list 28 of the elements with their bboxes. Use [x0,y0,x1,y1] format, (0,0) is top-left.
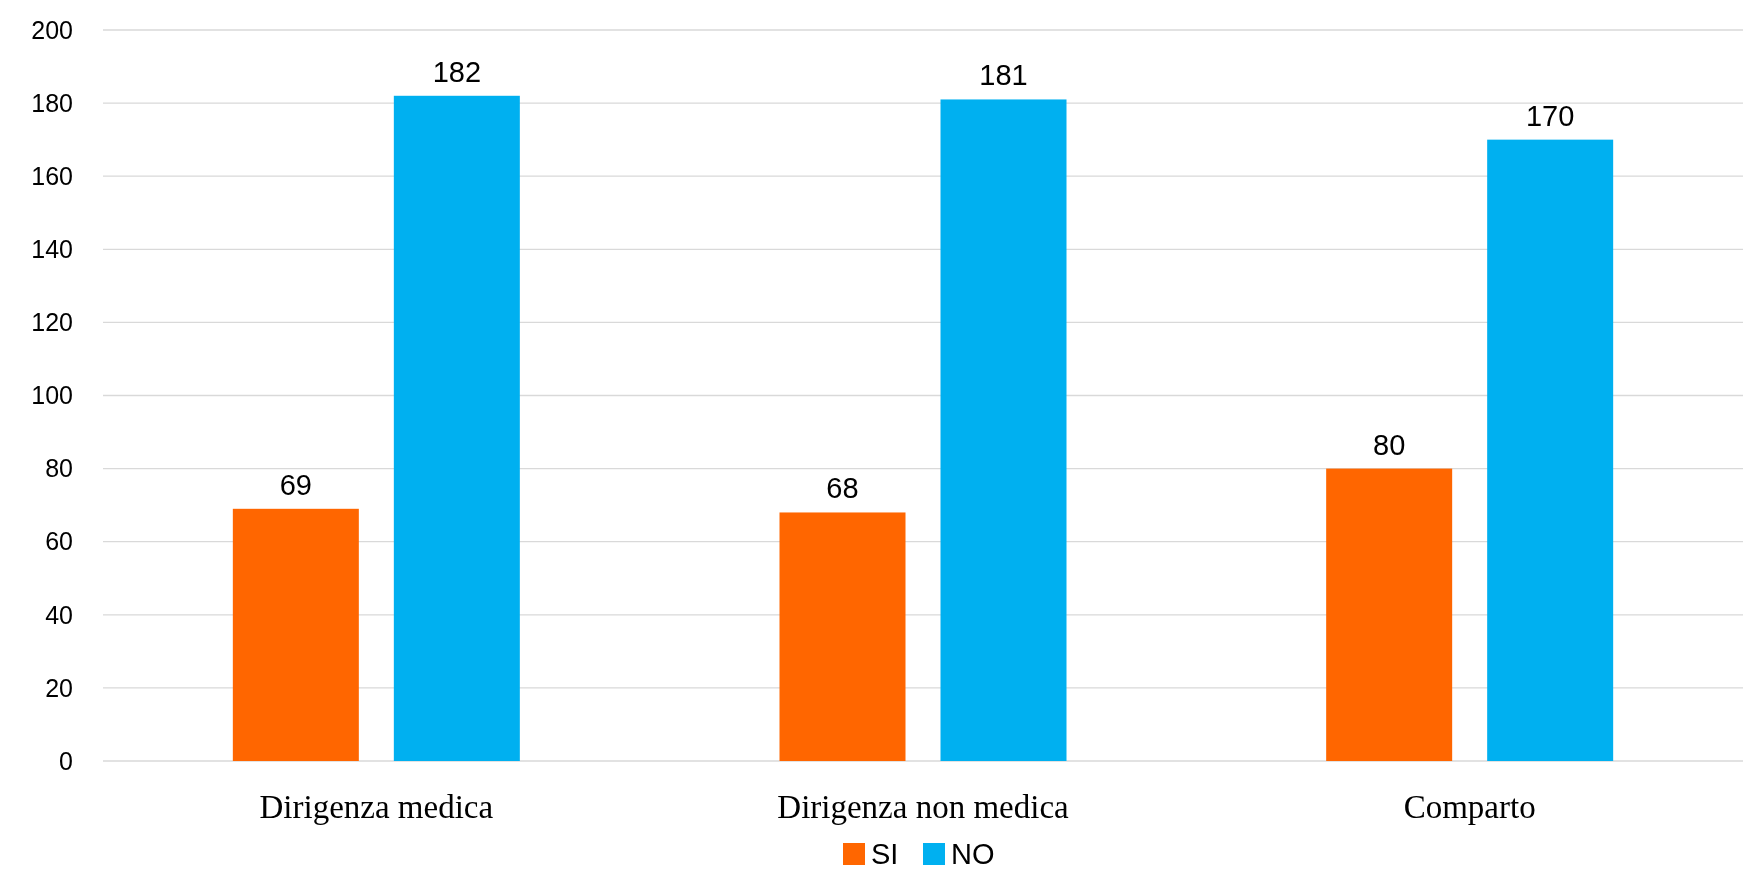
y-tick-label: 60 [45,527,73,556]
y-tick-label: 100 [31,381,73,410]
bar [1487,139,1614,761]
y-tick-label: 20 [45,673,73,702]
y-tick-label: 200 [31,15,73,44]
y-tick-label: 140 [31,235,73,264]
x-tick-label: Dirigenza non medica [777,789,1070,825]
legend-label: NO [951,838,995,871]
data-label: 181 [979,59,1028,92]
bar [779,512,906,761]
data-label: 68 [826,472,859,505]
data-label: 69 [279,468,312,501]
bar [232,508,359,761]
data-label: 170 [1525,99,1575,132]
bar [393,95,520,761]
y-tick-label: 80 [45,454,73,483]
y-tick-label: 40 [45,600,73,629]
x-tick-label: Comparto [1403,789,1536,825]
data-label: 80 [1373,428,1406,461]
data-label: 182 [432,55,482,88]
bar [940,99,1067,761]
legend-label: SI [871,838,899,871]
y-tick-label: 120 [31,308,73,337]
y-tick-label: 180 [31,88,73,117]
x-tick-label: Dirigenza medica [259,789,494,825]
y-tick-label: 160 [31,161,73,190]
y-tick-label: 0 [59,746,73,775]
bar [1326,468,1453,761]
